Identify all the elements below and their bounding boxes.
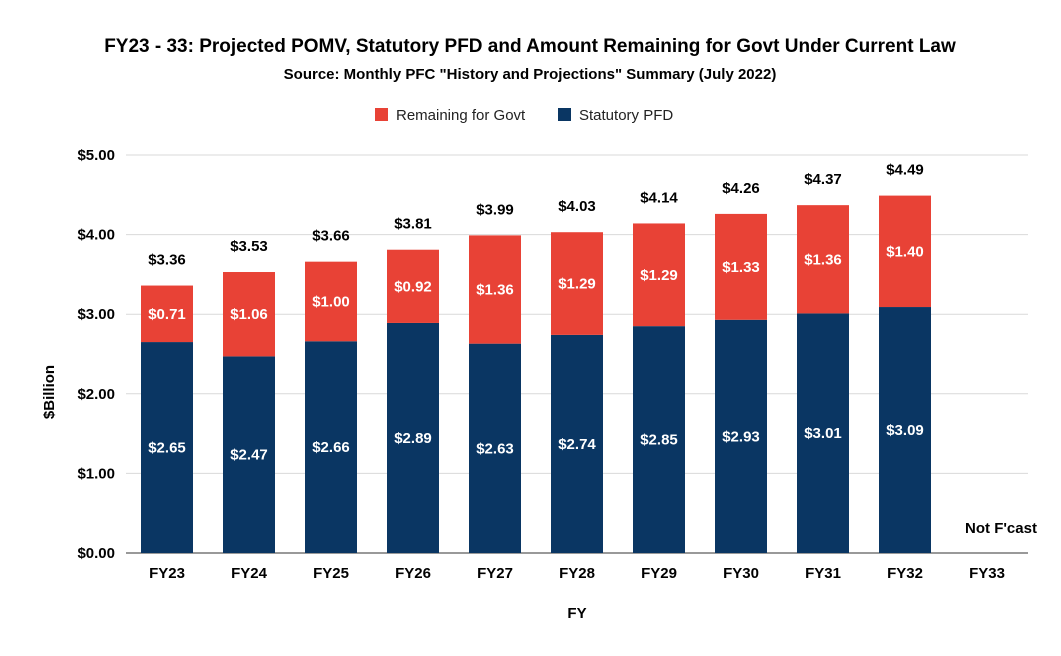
data-label-remaining-for-govt: $1.00 xyxy=(312,293,350,310)
bar-remaining-for-govt xyxy=(797,205,849,314)
x-tick-label: FY25 xyxy=(313,565,349,582)
legend-swatch xyxy=(375,108,388,121)
x-tick-label: FY24 xyxy=(231,565,268,582)
data-label-remaining-for-govt: $1.36 xyxy=(804,251,842,268)
x-tick-label: FY28 xyxy=(559,565,595,582)
data-label-remaining-for-govt: $1.29 xyxy=(558,276,596,293)
bar-remaining-for-govt xyxy=(141,285,193,343)
total-label: $4.26 xyxy=(722,180,760,197)
bar-statutory-pfd xyxy=(141,342,193,553)
legend: Remaining for Govt Statutory PFD xyxy=(375,107,673,124)
total-label: $4.49 xyxy=(886,162,924,179)
data-label-remaining-for-govt: $1.36 xyxy=(476,282,514,299)
total-label: $4.37 xyxy=(804,171,842,188)
bar-remaining-for-govt xyxy=(633,223,685,327)
y-tick-label: $3.00 xyxy=(77,306,115,323)
x-tick-label: FY29 xyxy=(641,565,677,582)
bar-statutory-pfd xyxy=(715,319,767,553)
y-tick-label: $5.00 xyxy=(77,147,115,164)
data-label-remaining-for-govt: $0.71 xyxy=(148,306,186,323)
y-tick-label: $1.00 xyxy=(77,465,115,482)
bar-statutory-pfd xyxy=(633,326,685,553)
data-label-statutory-pfd: $3.01 xyxy=(804,425,842,442)
data-label-statutory-pfd: $2.93 xyxy=(722,428,760,445)
bar-statutory-pfd xyxy=(551,334,603,553)
bar-statutory-pfd xyxy=(469,343,521,553)
total-label: $3.81 xyxy=(394,216,432,233)
bar-statutory-pfd xyxy=(223,356,275,553)
x-axis-title: FY xyxy=(567,605,586,622)
data-label-remaining-for-govt: $0.92 xyxy=(394,278,432,295)
x-tick-label: FY32 xyxy=(887,565,923,582)
bar-statutory-pfd xyxy=(305,341,357,553)
annotation-not-forecast: Not F'cast xyxy=(965,520,1037,537)
chart-subtitle: Source: Monthly PFC "History and Project… xyxy=(284,66,777,83)
chart-title: FY23 - 33: Projected POMV, Statutory PFD… xyxy=(104,36,956,57)
y-tick-label: $2.00 xyxy=(77,386,115,403)
total-label: $3.53 xyxy=(230,238,268,255)
data-label-statutory-pfd: $3.09 xyxy=(886,422,924,439)
total-label: $3.99 xyxy=(476,201,514,218)
x-axis-ticks: FY23 FY24 FY25 FY26 FY27 FY28 FY29 FY30 FY31 FY32… xyxy=(149,565,1005,582)
bar-statutory-pfd xyxy=(387,322,439,553)
data-label-remaining-for-govt: $1.29 xyxy=(640,267,678,284)
bar-statutory-pfd xyxy=(797,313,849,553)
legend-label: Remaining for Govt xyxy=(396,107,526,124)
x-tick-label: FY26 xyxy=(395,565,431,582)
legend-label: Statutory PFD xyxy=(579,107,673,124)
bar-remaining-for-govt xyxy=(223,272,275,357)
bar-remaining-for-govt xyxy=(469,235,521,344)
y-axis-ticks: $0.00 $1.00 $2.00 $3.00 $4.00 $5.00 xyxy=(77,147,115,562)
data-label-statutory-pfd: $2.47 xyxy=(230,447,268,464)
x-tick-label: FY30 xyxy=(723,565,759,582)
y-tick-label: $0.00 xyxy=(77,545,115,562)
bar-remaining-for-govt xyxy=(551,232,603,335)
bar-remaining-for-govt xyxy=(715,213,767,320)
total-label: $4.03 xyxy=(558,198,596,215)
x-tick-label: FY31 xyxy=(805,565,841,582)
total-label: $3.36 xyxy=(148,252,186,269)
data-label-statutory-pfd: $2.89 xyxy=(394,430,432,447)
data-label-statutory-pfd: $2.66 xyxy=(312,439,350,456)
bar-remaining-for-govt xyxy=(387,249,439,323)
legend-swatch xyxy=(558,108,571,121)
data-label-statutory-pfd: $2.65 xyxy=(148,440,186,457)
data-label-remaining-for-govt: $1.33 xyxy=(722,259,760,276)
y-tick-label: $4.00 xyxy=(77,227,115,244)
data-label-statutory-pfd: $2.63 xyxy=(476,440,514,457)
bar-remaining-for-govt xyxy=(305,261,357,342)
x-tick-label: FY27 xyxy=(477,565,513,582)
y-axis-title: $Billion xyxy=(41,365,58,419)
bars: $2.65 $0.71 $3.36 $2.47 $1.06 $3.53 $2.66 $1.00… xyxy=(141,162,1037,553)
data-label-remaining-for-govt: $1.06 xyxy=(230,306,268,323)
bar-statutory-pfd xyxy=(879,307,931,553)
x-tick-label: FY23 xyxy=(149,565,185,582)
bar-remaining-for-govt xyxy=(879,195,931,308)
data-label-remaining-for-govt: $1.40 xyxy=(886,243,924,260)
data-label-statutory-pfd: $2.74 xyxy=(558,436,596,453)
total-label: $3.66 xyxy=(312,228,350,245)
data-label-statutory-pfd: $2.85 xyxy=(640,432,678,449)
total-label: $4.14 xyxy=(640,189,678,206)
x-tick-label: FY33 xyxy=(969,565,1005,582)
